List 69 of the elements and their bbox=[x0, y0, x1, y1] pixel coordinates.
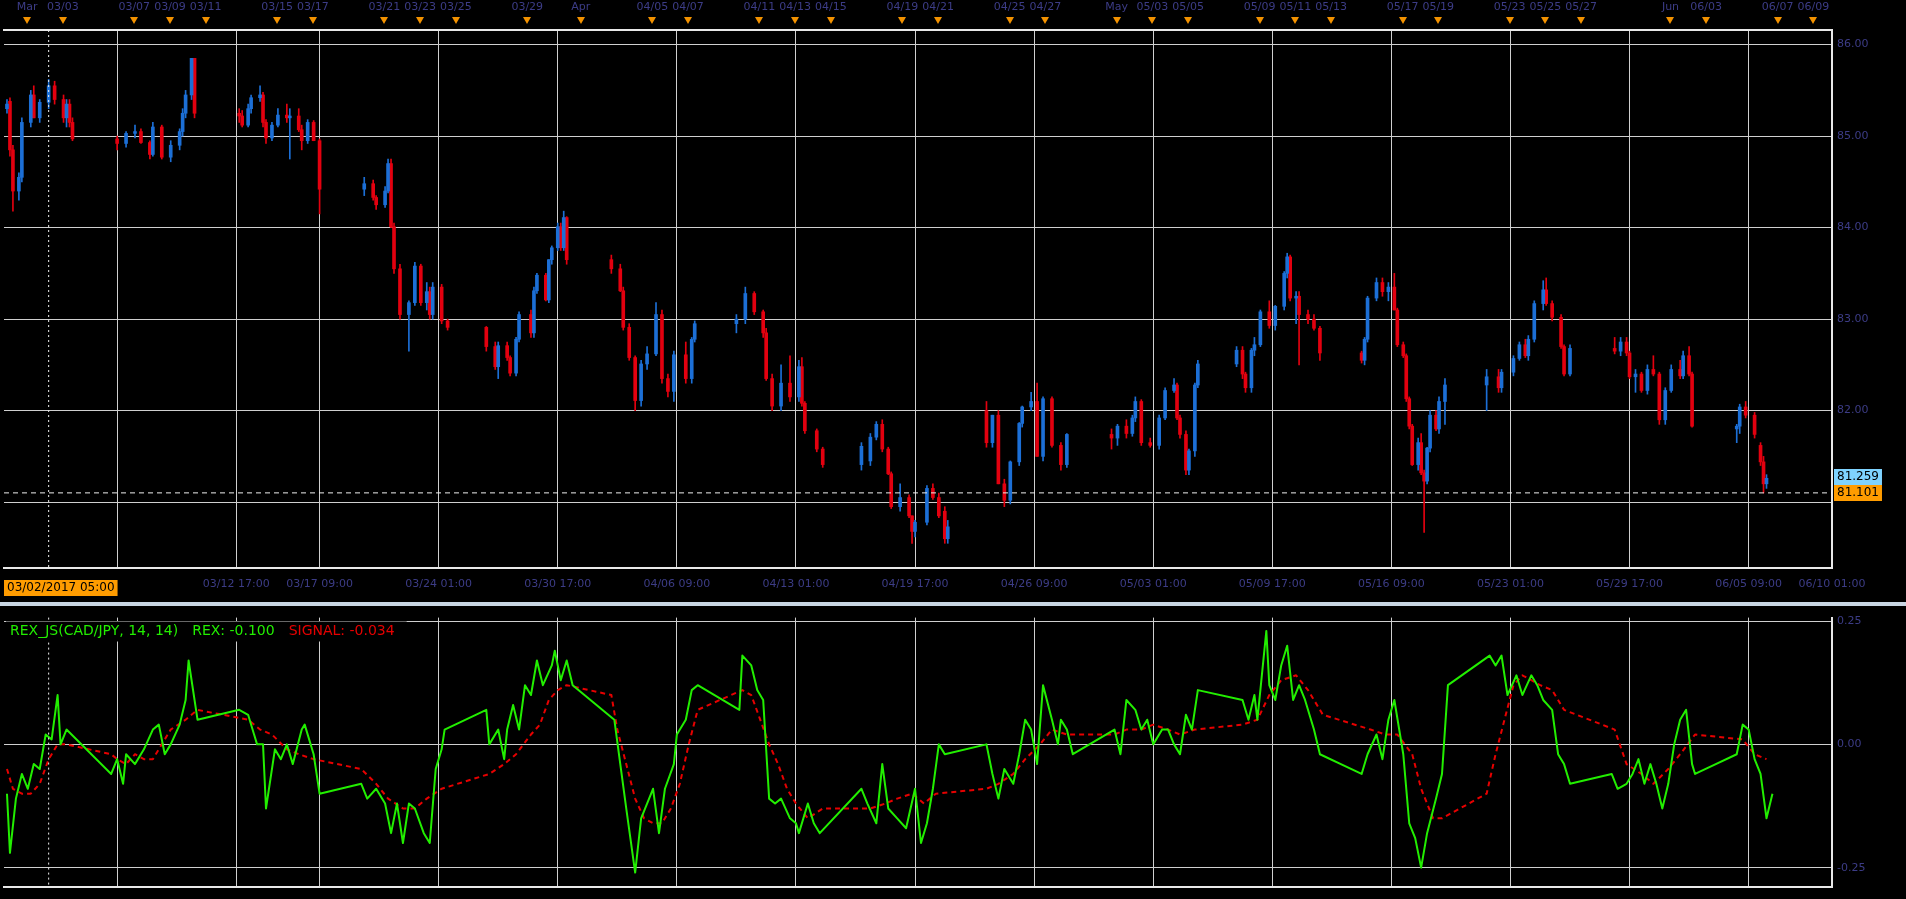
x-tick-label: 03/24 01:00 bbox=[405, 577, 473, 591]
y-tick-label: 86.00 bbox=[1837, 37, 1869, 51]
x2-tick-label: 05/13 bbox=[1315, 0, 1347, 14]
x-tick-label: 03/17 09:00 bbox=[286, 577, 354, 591]
x2-tick-label: May bbox=[1105, 0, 1129, 14]
x2-tick-label: 04/21 bbox=[922, 0, 954, 14]
x2-tick-label: 04/05 bbox=[636, 0, 669, 14]
candlestick bbox=[258, 85, 262, 102]
x2-tick-label: 04/27 bbox=[1029, 0, 1062, 14]
x2-tick-label: 05/19 bbox=[1422, 0, 1455, 14]
x-tick-label: 06/05 09:00 bbox=[1715, 577, 1783, 591]
x2-tick-label: 03/23 bbox=[404, 0, 436, 14]
x2-tick-label: 03/07 bbox=[118, 0, 151, 14]
x2-tick-label: Jun bbox=[1660, 0, 1680, 14]
x-tick-label: 05/09 17:00 bbox=[1238, 577, 1306, 591]
x2-tick-label: 05/23 bbox=[1493, 0, 1526, 14]
x2-tick-label: 05/17 bbox=[1386, 0, 1419, 14]
x2-tick-label: 03/15 bbox=[261, 0, 294, 14]
y-tick-label: 0.00 bbox=[1837, 737, 1862, 751]
x2-tick-label: 06/07 bbox=[1761, 0, 1794, 14]
x2-tick-label: 04/15 bbox=[815, 0, 847, 14]
x2-tick-label: 05/11 bbox=[1279, 0, 1312, 14]
x2-tick-label: 03/09 bbox=[154, 0, 186, 14]
x2-tick-label: 05/03 bbox=[1136, 0, 1169, 14]
x-tick-label: 05/16 09:00 bbox=[1357, 577, 1425, 591]
text: SIGNAL: -0.034 bbox=[288, 622, 395, 639]
x2-tick-label: 04/13 bbox=[779, 0, 812, 14]
x-tick-label: 03/30 17:00 bbox=[524, 577, 592, 591]
x2-tick-label: 05/27 bbox=[1565, 0, 1598, 14]
line-series bbox=[5, 674, 1768, 825]
text: 81.259 bbox=[1837, 469, 1879, 484]
x2-tick-label: 06/03 bbox=[1690, 0, 1723, 14]
x2-tick-label: 05/09 bbox=[1243, 0, 1276, 14]
y-tick-label: 83.00 bbox=[1837, 311, 1869, 325]
x2-tick-label: 03/21 bbox=[368, 0, 401, 14]
x2-tick-label: 05/05 bbox=[1172, 0, 1205, 14]
x-tick-label: 05/23 01:00 bbox=[1477, 577, 1544, 591]
ref-line-label: 81.101 bbox=[1837, 485, 1879, 500]
x2-tick-label: Mar bbox=[16, 0, 38, 14]
y-tick-label: 82.00 bbox=[1837, 403, 1869, 417]
x-tick-label: 03/12 17:00 bbox=[202, 577, 270, 591]
x2-tick-label: 04/07 bbox=[672, 0, 704, 14]
chart-title: REX_JS(CAD/JPY, 14, 14) bbox=[10, 622, 179, 639]
x2-tick-label: 03/03 bbox=[46, 0, 79, 14]
x-tick-label: 04/26 09:00 bbox=[1000, 577, 1068, 591]
x2-tick-label: 03/25 bbox=[439, 0, 472, 14]
y-tick-label: -0.25 bbox=[1837, 860, 1866, 874]
x2-tick-label: 05/25 bbox=[1529, 0, 1562, 14]
y-tick-label: 84.00 bbox=[1837, 220, 1869, 234]
x-tick-label: 04/06 09:00 bbox=[643, 577, 711, 591]
x2-tick-label: 04/11 bbox=[743, 0, 776, 14]
x2-tick-label: 04/25 bbox=[993, 0, 1026, 14]
ref-line-label: 03/02/2017 05:00 bbox=[7, 580, 115, 595]
x-tick-label: 04/19 17:00 bbox=[881, 577, 949, 591]
x2-tick-label: Apr bbox=[571, 0, 591, 14]
x-tick-label: 05/29 17:00 bbox=[1596, 577, 1663, 591]
candlestick bbox=[133, 124, 137, 139]
y-tick-label: 85.00 bbox=[1837, 129, 1869, 142]
x2-tick-label: 03/29 bbox=[511, 0, 544, 14]
candlestick bbox=[237, 108, 242, 123]
x-tick-label: 04/13 01:00 bbox=[762, 577, 830, 591]
x2-tick-label: 03/17 bbox=[297, 0, 329, 14]
series-label: REX: -0.100 bbox=[192, 622, 275, 639]
x-tick-label: 05/03 01:00 bbox=[1119, 577, 1187, 591]
x2-tick-label: 04/19 bbox=[886, 0, 919, 14]
x2-tick-label: 03/11 bbox=[189, 0, 222, 14]
x-tick-label: 06/10 01:00 bbox=[1798, 577, 1866, 591]
x2-tick-label: 06/09 bbox=[1797, 0, 1830, 14]
y-tick-label: 0.25 bbox=[1837, 613, 1862, 627]
